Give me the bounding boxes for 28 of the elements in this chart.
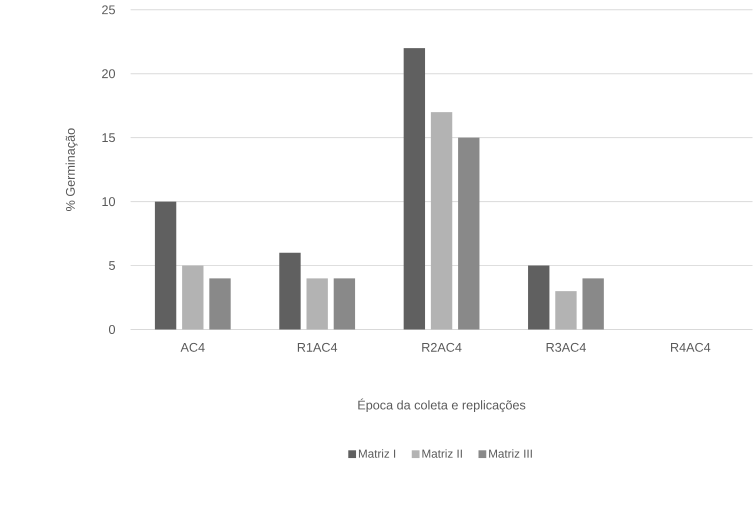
bar — [528, 266, 550, 330]
bar — [154, 202, 176, 330]
bar — [582, 278, 604, 330]
y-tick-label: 0 — [108, 325, 116, 334]
x-tick-label: R1AC4 — [298, 343, 338, 352]
bar — [458, 138, 480, 330]
bar — [404, 48, 426, 330]
bar — [555, 291, 577, 330]
legend-label: Matriz I — [358, 449, 396, 458]
bar — [334, 278, 356, 330]
legend-label: Matriz III — [489, 449, 532, 458]
y-tick-label: 10 — [102, 197, 116, 206]
y-tick-label: 25 — [102, 6, 115, 14]
y-tick-label: 15 — [102, 133, 115, 142]
bar — [279, 252, 301, 330]
y-tick-label: 20 — [102, 69, 116, 78]
y-axis-title: % Germinação — [66, 128, 78, 212]
x-tick-label: AC4 — [180, 343, 205, 352]
x-tick-label: R4AC4 — [671, 343, 710, 352]
bar — [209, 278, 231, 330]
bar — [430, 112, 452, 330]
bar — [306, 278, 328, 330]
x-tick-label: R3AC4 — [546, 343, 586, 352]
y-tick-label: 5 — [108, 261, 115, 270]
x-tick-label: R2AC4 — [422, 343, 462, 352]
bar — [182, 266, 204, 330]
legend-label: Matriz II — [422, 449, 462, 458]
x-axis-title: Época da coleta e replicações — [358, 398, 526, 412]
